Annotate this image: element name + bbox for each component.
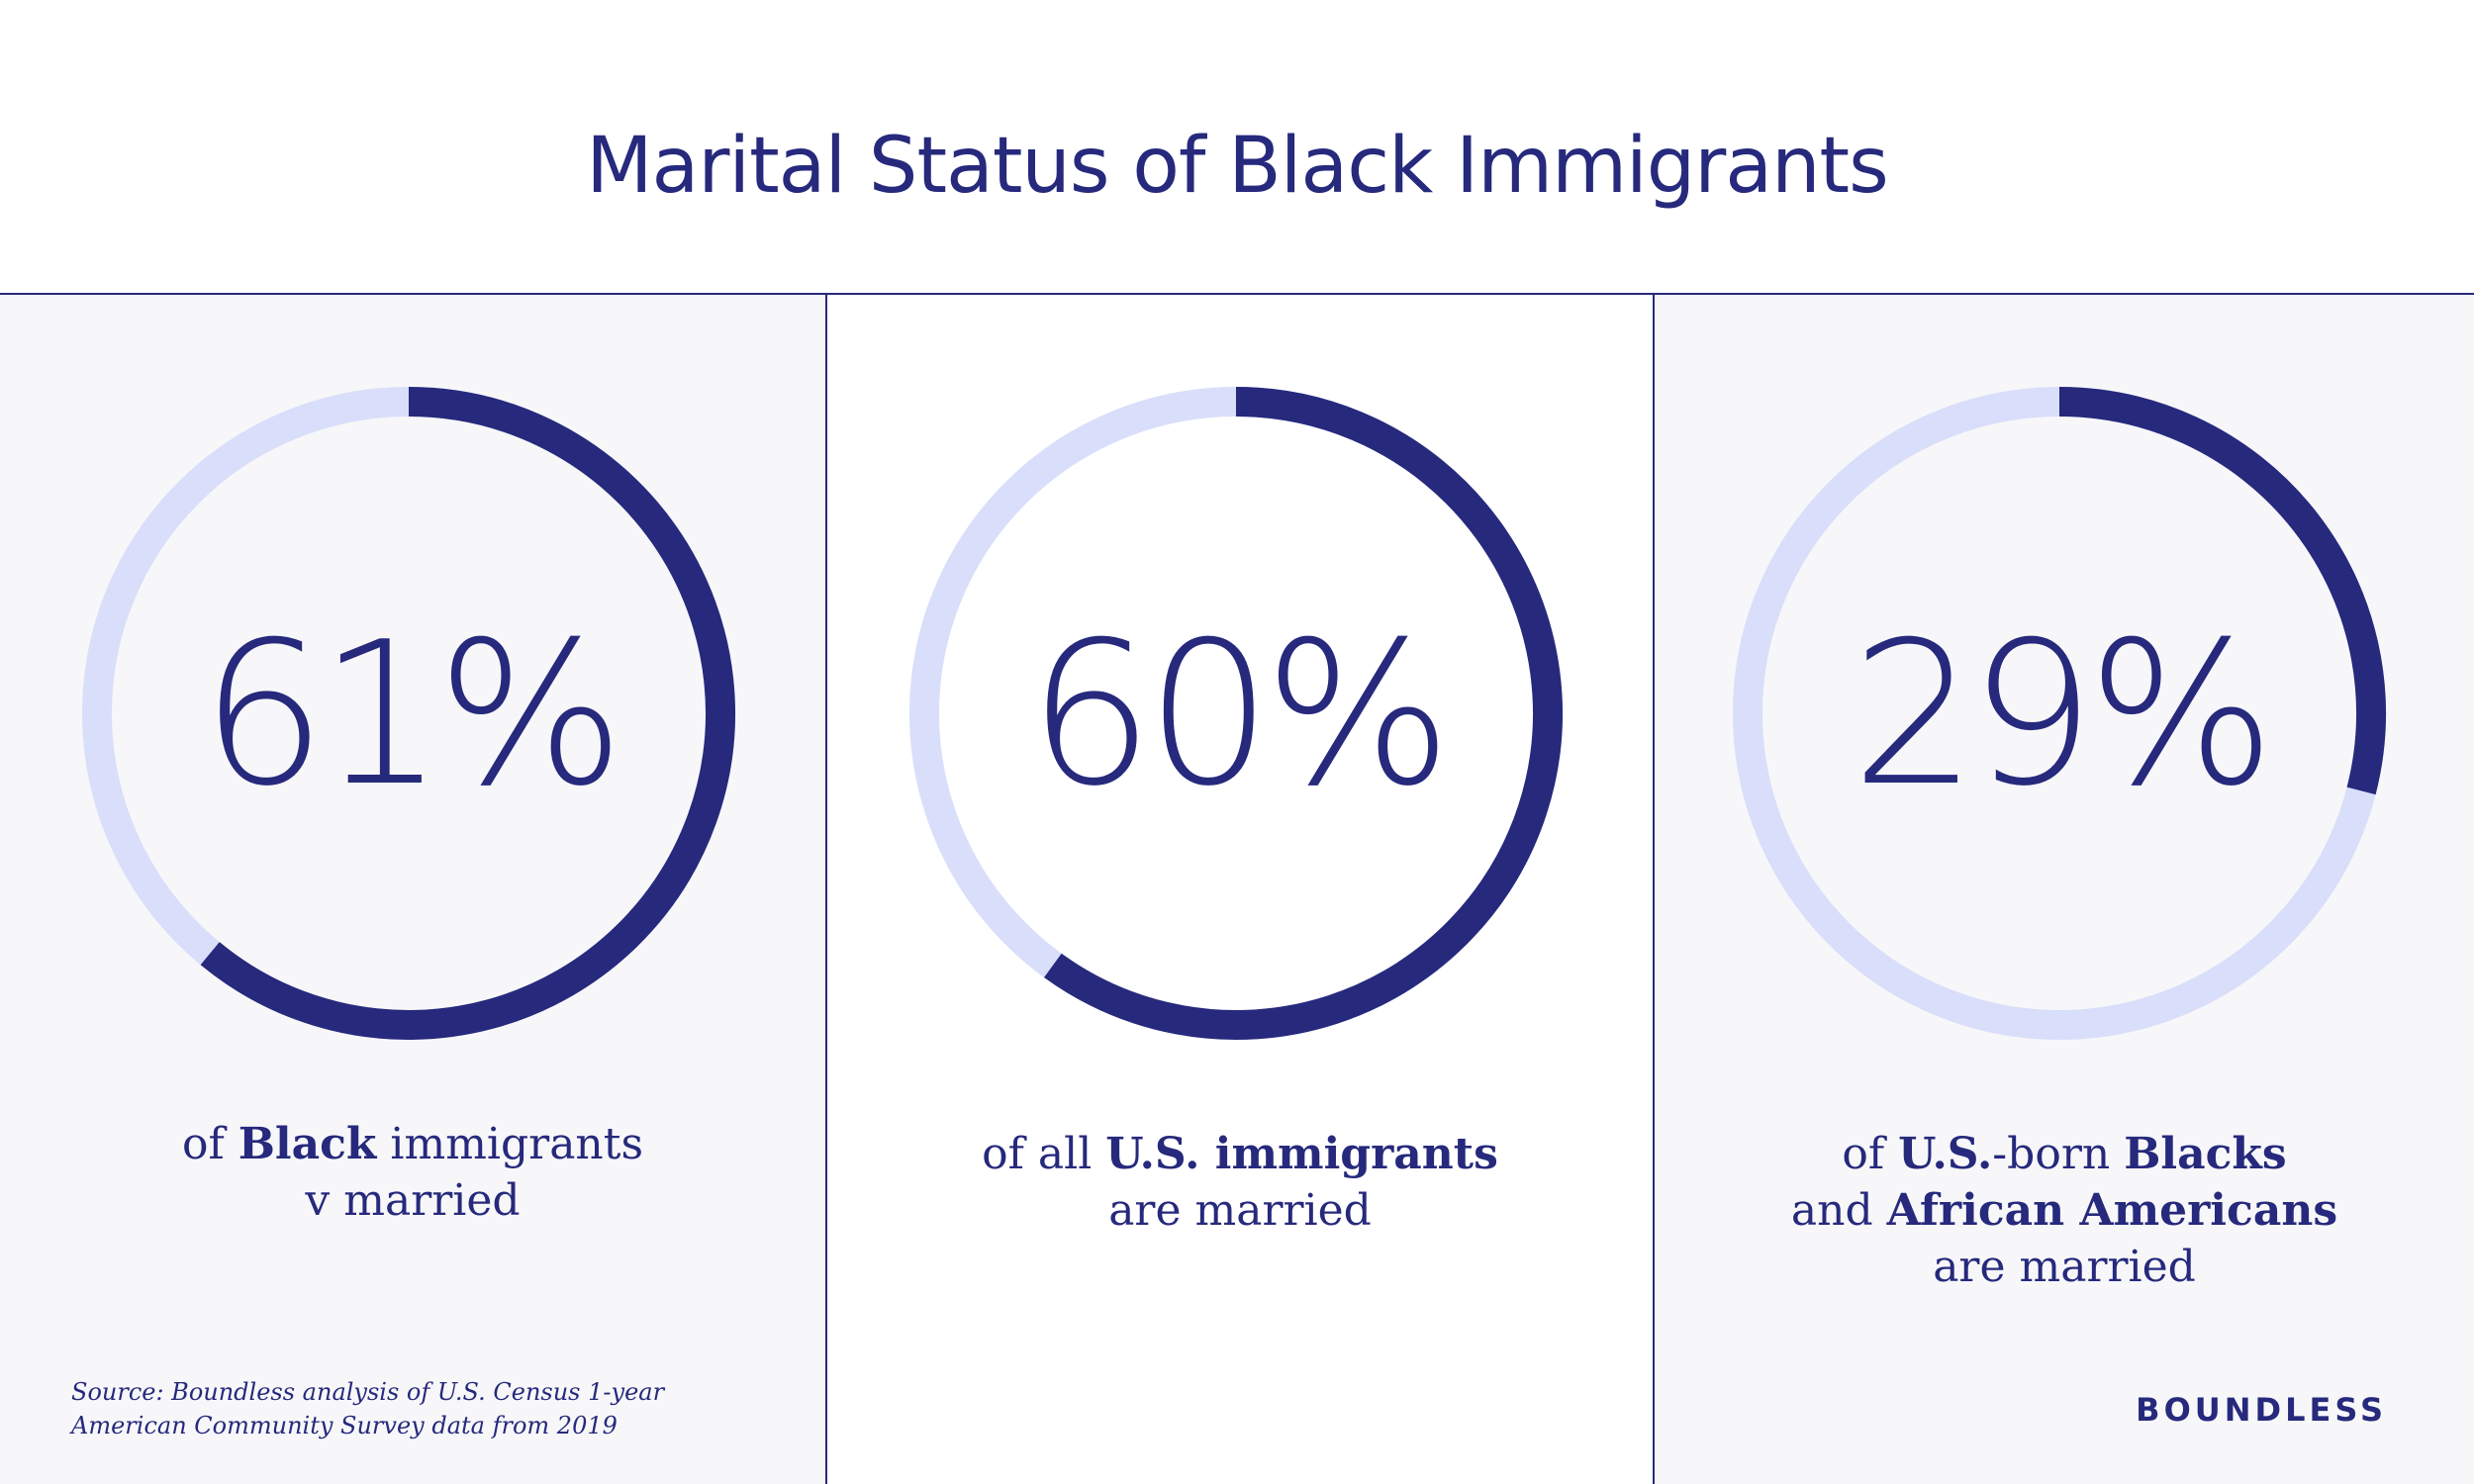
caption-run: U.S. — [1898, 1129, 1993, 1179]
donut-caption: of Black immigrants v married — [0, 1116, 825, 1229]
caption-run: -born — [1992, 1129, 2125, 1179]
source-note: Source: Boundless analysis of U.S. Censu… — [71, 1378, 665, 1439]
stat-panel-black-immigrants: 61% of Black immigrants v married Source:… — [0, 295, 827, 1484]
caption-run: immigrants — [376, 1119, 644, 1169]
donut-percent-label: 29% — [1852, 600, 2268, 830]
stat-panel-us-born-blacks: 29% of U.S.-born Blacks and African Ameri… — [1655, 295, 2474, 1484]
donut-value-arc — [2058, 387, 2386, 795]
donut-chart-us-born-blacks: 29% — [1733, 387, 2386, 1040]
caption-run: Black — [238, 1119, 377, 1169]
caption-run: U.S. immigrants — [1105, 1129, 1498, 1179]
caption-run: African Americans — [1886, 1185, 2338, 1236]
brand-logo: BOUNDLESS — [2136, 1391, 2387, 1429]
caption-run: of all — [982, 1129, 1106, 1179]
donut-value-arc — [1044, 387, 1563, 1040]
caption-run: are married — [1933, 1242, 2196, 1292]
header: Marital Status of Black Immigrants — [0, 0, 2474, 295]
caption-run: v married — [305, 1175, 521, 1226]
donut-chart-us-immigrants: 60% — [909, 387, 1563, 1040]
stat-panel-us-immigrants: 60% of all U.S. immigrants are married — [827, 295, 1655, 1484]
page-title: Marital Status of Black Immigrants — [586, 122, 1889, 211]
donut-caption: of U.S.-born Blacks and African Americans… — [1655, 1126, 2474, 1295]
donut-percent-label: 60% — [1028, 600, 1445, 830]
donut-value-arc — [200, 387, 735, 1040]
caption-run: of — [1842, 1129, 1899, 1179]
donut-percent-label: 61% — [201, 600, 618, 830]
donut-chart-black-immigrants: 61% — [82, 387, 735, 1040]
caption-run: Blacks — [2124, 1129, 2287, 1179]
caption-run: and — [1790, 1185, 1887, 1236]
caption-run: of — [181, 1119, 238, 1169]
caption-run: are married — [1108, 1185, 1372, 1236]
donut-caption: of all U.S. immigrants are married — [827, 1126, 1653, 1239]
